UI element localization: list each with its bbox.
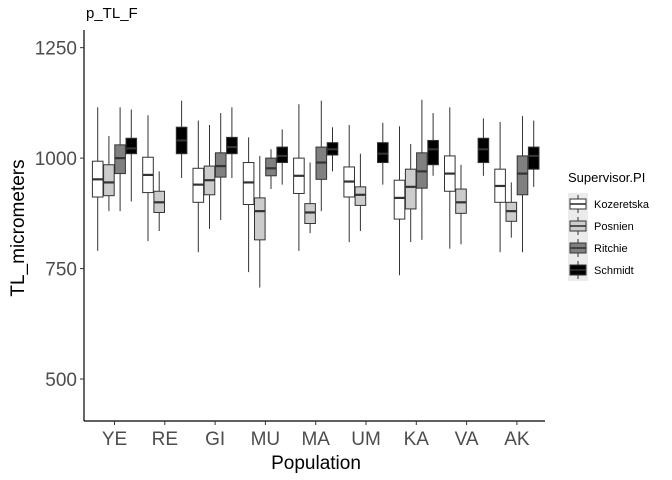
box-re-kozeretska xyxy=(142,115,154,242)
legend-item-ritchie: Ritchie xyxy=(568,237,628,259)
x-tick-label: UM xyxy=(351,429,381,450)
legend-title: Supervisor.PI xyxy=(568,170,645,185)
legend-item-schmidt: Schmidt xyxy=(568,259,634,281)
box-gi-schmidt xyxy=(226,107,238,179)
box-ka-posnien xyxy=(404,143,417,243)
y-tick-label: 750 xyxy=(45,260,77,281)
x-tick-label: KA xyxy=(404,429,430,450)
box-va-kozeretska xyxy=(444,107,456,249)
x-tick-label: GI xyxy=(205,429,225,450)
box-mu-schmidt xyxy=(276,129,288,185)
y-axis-title: TL_micrometers xyxy=(8,159,29,296)
box-va-schmidt xyxy=(477,118,490,176)
box-iqr xyxy=(354,186,367,206)
legend-item-kozeretska: Kozeretska xyxy=(568,193,650,215)
box-gi-kozeretska xyxy=(192,120,205,253)
box-iqr xyxy=(455,188,467,214)
box-iqr xyxy=(214,152,227,178)
box-mu-ritchie xyxy=(265,149,277,190)
x-tick-label: MA xyxy=(301,429,330,450)
y-tick-label: 1250 xyxy=(35,39,77,60)
box-ye-kozeretska xyxy=(91,107,104,251)
y-tick-label: 500 xyxy=(45,370,77,391)
box-ye-schmidt xyxy=(125,109,138,202)
box-iqr xyxy=(125,137,138,155)
box-iqr xyxy=(427,139,439,166)
box-re-schmidt xyxy=(175,100,188,179)
x-tick-label: AK xyxy=(504,429,530,450)
chart-title: p_TL_F xyxy=(86,5,138,22)
box-iqr xyxy=(265,157,277,177)
box-iqr xyxy=(404,168,417,210)
legend-item-posnien: Posnien xyxy=(568,215,634,237)
box-mu-posnien xyxy=(254,155,266,288)
x-tick-label: YE xyxy=(102,429,127,450)
box-iqr xyxy=(393,179,406,220)
x-tick-label: RE xyxy=(152,429,178,450)
x-tick-label: MU xyxy=(251,429,281,450)
legend-label: Kozeretska xyxy=(594,199,650,211)
box-ye-posnien xyxy=(103,136,115,212)
box-mu-kozeretska xyxy=(242,137,255,273)
box-iqr xyxy=(304,203,316,225)
box-iqr xyxy=(477,137,490,164)
box-um-schmidt xyxy=(377,122,389,185)
box-ka-kozeretska xyxy=(393,126,406,276)
box-re-posnien xyxy=(153,171,165,232)
box-iqr xyxy=(516,155,529,196)
box-ma-ritchie xyxy=(315,100,328,212)
box-ma-posnien xyxy=(304,162,316,234)
box-um-posnien xyxy=(354,153,367,232)
box-ka-ritchie xyxy=(416,99,428,240)
axes: 500 750 1000 1250 YE RE GI MU MA UM KA VA AK xyxy=(35,30,545,450)
plot-area xyxy=(91,99,540,288)
x-tick-label: VA xyxy=(455,429,479,450)
box-iqr xyxy=(103,164,115,197)
box-ye-ritchie xyxy=(114,107,126,212)
box-iqr xyxy=(114,144,126,175)
y-tick-label: 1000 xyxy=(35,149,77,170)
box-um-kozeretska xyxy=(343,124,355,243)
box-gi-posnien xyxy=(203,124,216,229)
box-gi-ritchie xyxy=(214,113,227,220)
box-ak-ritchie xyxy=(516,116,529,253)
legend-label: Schmidt xyxy=(594,265,634,277)
x-axis-title: Population xyxy=(271,453,361,474)
box-ak-posnien xyxy=(505,182,518,238)
box-ka-schmidt xyxy=(427,113,439,176)
box-ak-kozeretska xyxy=(494,121,506,253)
box-iqr xyxy=(527,146,540,170)
box-ak-schmidt xyxy=(527,120,540,187)
legend-label: Ritchie xyxy=(594,243,628,255)
legend: Supervisor.PI Kozeretska Posnien Ritchie Sc… xyxy=(568,170,650,281)
box-iqr xyxy=(254,197,266,241)
box-ma-schmidt xyxy=(326,127,339,172)
box-iqr xyxy=(377,142,389,164)
box-iqr xyxy=(242,162,255,206)
box-va-posnien xyxy=(455,164,467,245)
box-ma-kozeretska xyxy=(293,104,305,251)
legend-label: Posnien xyxy=(594,221,634,233)
box-iqr xyxy=(226,136,238,155)
box-iqr xyxy=(276,146,288,164)
